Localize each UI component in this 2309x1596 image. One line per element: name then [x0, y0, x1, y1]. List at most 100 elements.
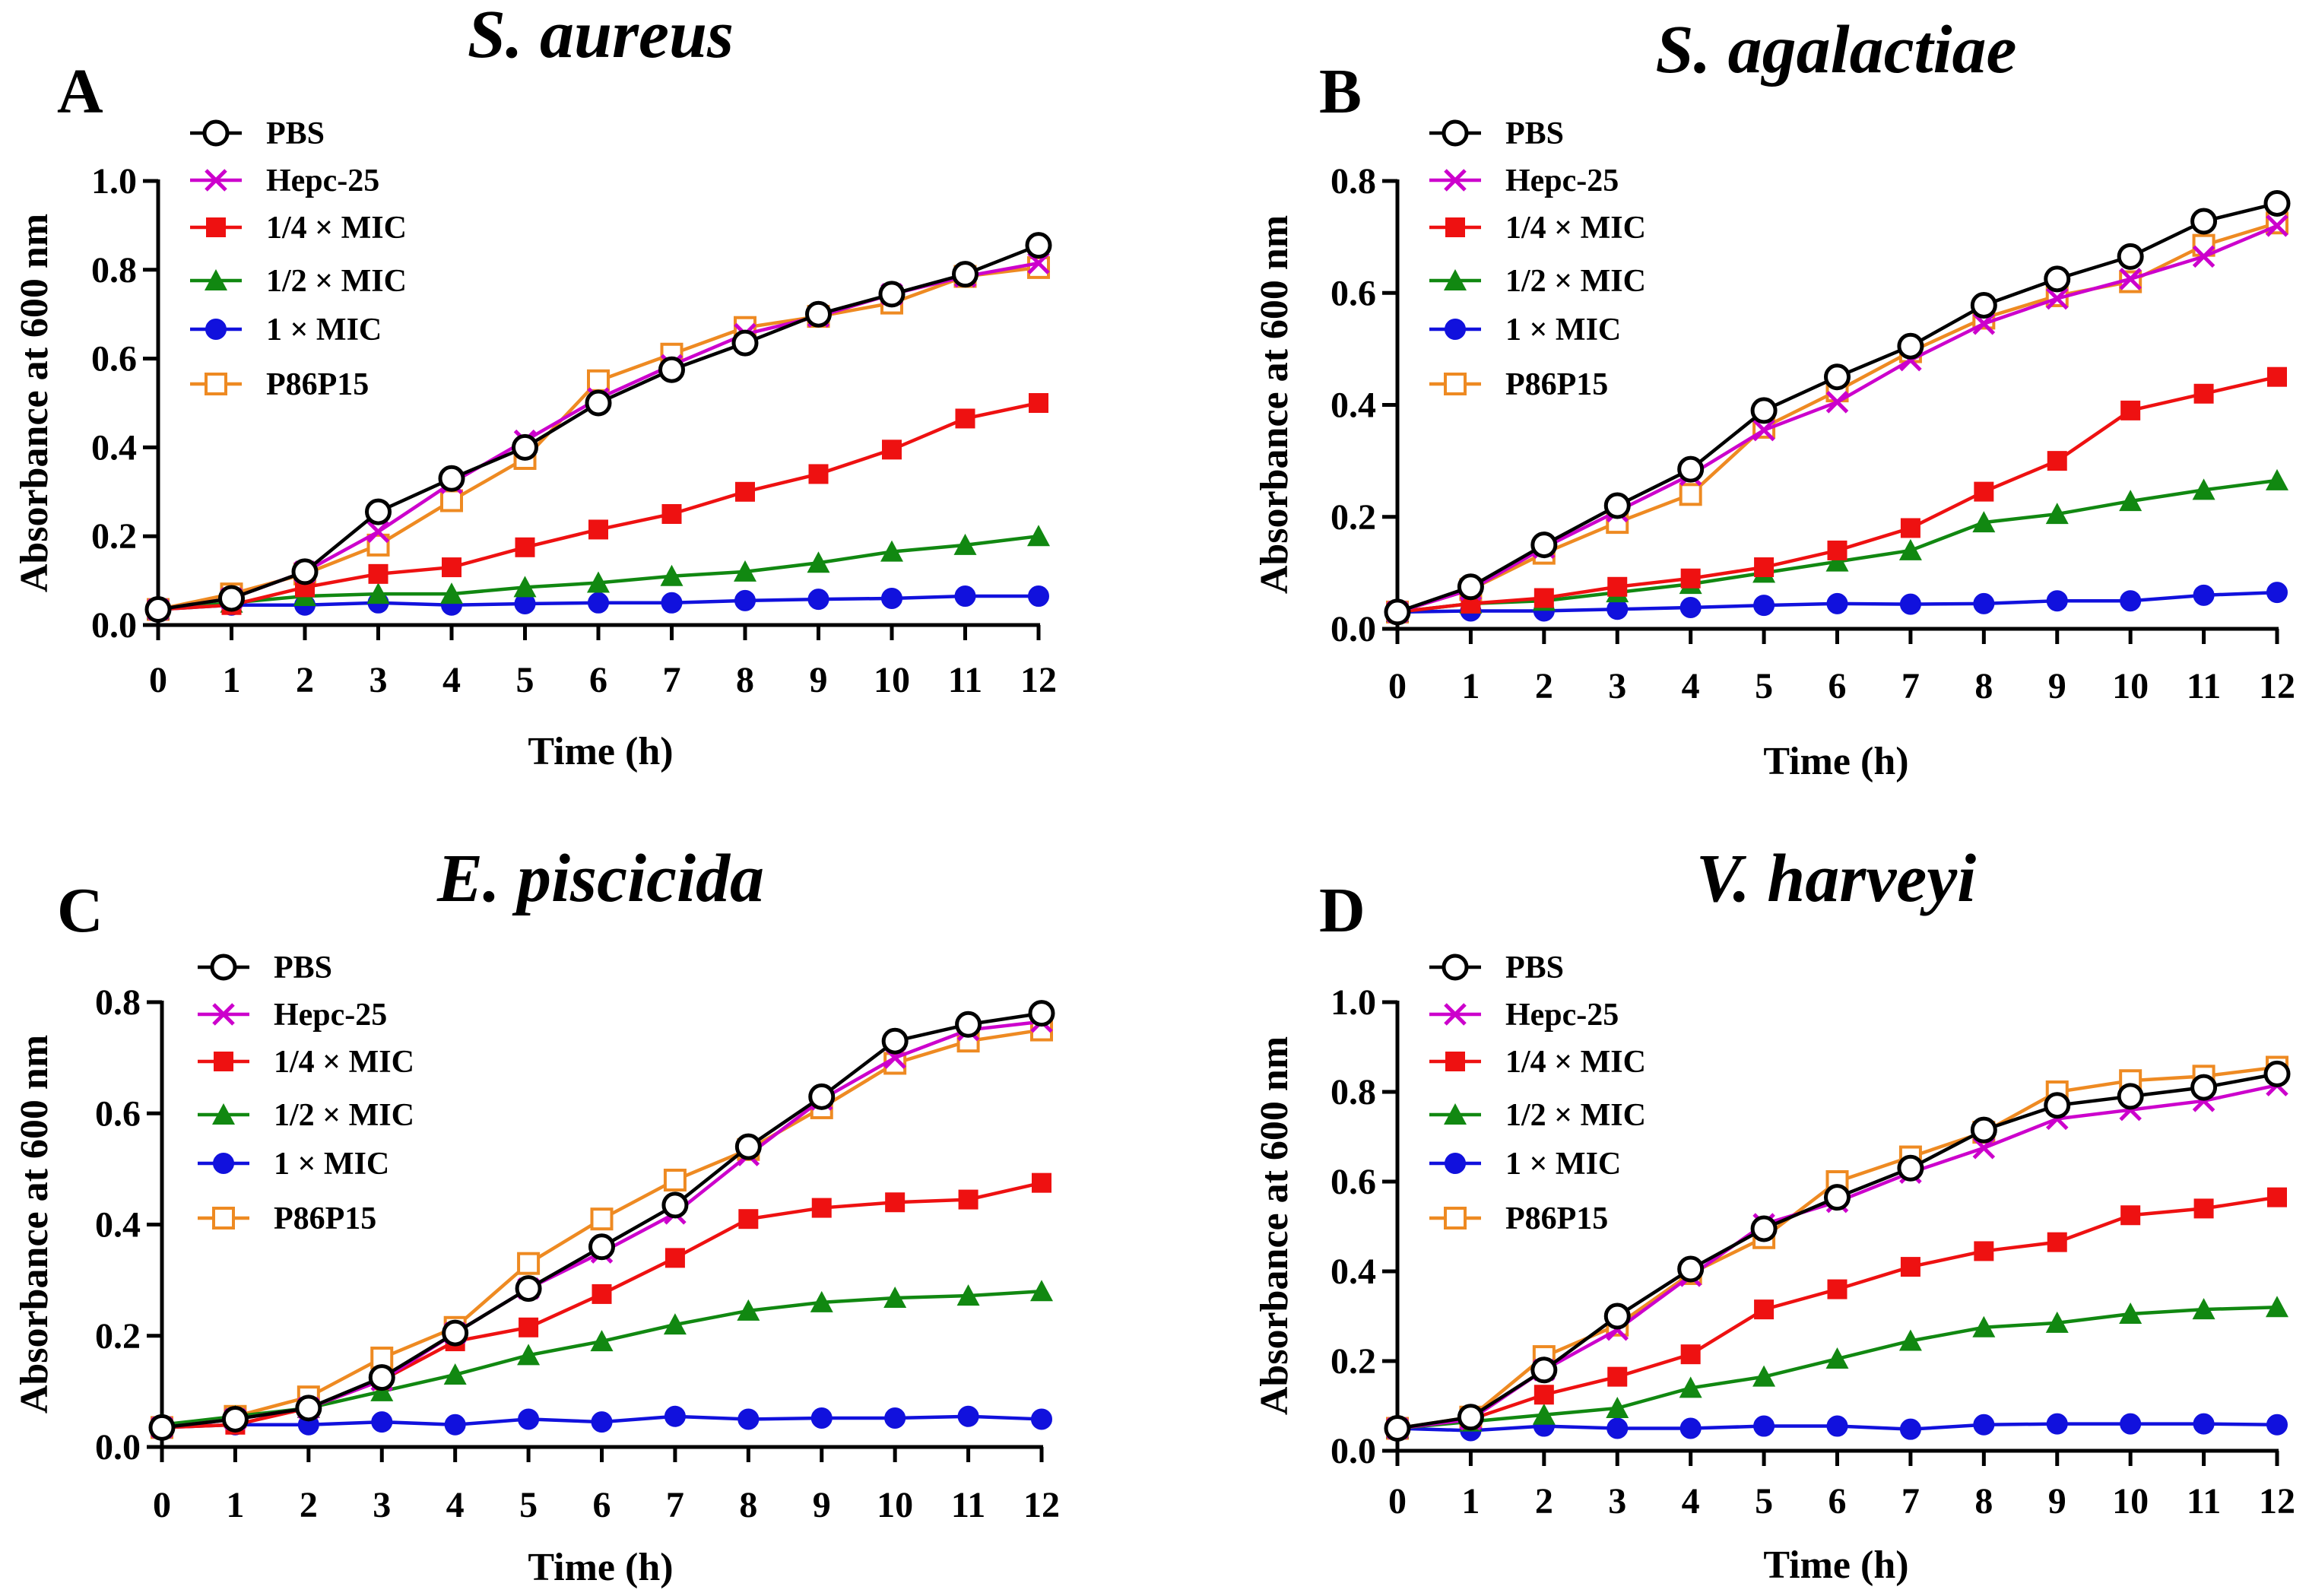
legend-marker [1445, 319, 1466, 340]
y-tick-label: 0.8 [1331, 1072, 1376, 1112]
data-point [734, 560, 756, 582]
data-point [2117, 1083, 2144, 1110]
data-point [2263, 189, 2291, 217]
data-point [2119, 490, 2142, 512]
data-point [1827, 1279, 1848, 1299]
data-point [1898, 1329, 1922, 1351]
legend: PBS Hepc-25 1/4 × MIC 1/2 × MIC 1 × MIC P86P1… [1429, 116, 1646, 402]
legend: PBS Hepc-25 1/4 × MIC 1/2 × MIC 1 × MIC P86P1… [190, 116, 407, 402]
panel-letter: D [1319, 875, 1365, 946]
legend-label: PBS [274, 950, 332, 985]
legend-label: 1 × MIC [274, 1147, 389, 1182]
data-point [295, 1395, 322, 1422]
data-point [2120, 1205, 2141, 1226]
data-point [2193, 1413, 2215, 1435]
data-point [144, 596, 172, 623]
data-point [2193, 1198, 2214, 1219]
data-point [952, 261, 978, 288]
data-point [2044, 265, 2071, 293]
x-tick-label: 11 [2187, 1481, 2221, 1521]
data-point [2193, 584, 2215, 606]
data-point [1680, 568, 1701, 589]
legend-marker [1445, 217, 1465, 237]
data-point [735, 481, 755, 502]
data-point [1607, 1366, 1628, 1387]
data-point [442, 557, 461, 578]
data-point [438, 465, 465, 492]
legend-marker [1444, 1103, 1467, 1125]
data-point [2267, 366, 2287, 387]
data-point [2190, 208, 2218, 235]
y-axis-label: Absorbance at 600 nm [13, 214, 56, 592]
legend-marker [206, 217, 226, 237]
data-point [1603, 492, 1631, 519]
legend-marker [213, 1153, 234, 1174]
legend-label: P86P15 [1505, 367, 1608, 402]
data-point [2045, 503, 2069, 525]
data-point [885, 1192, 906, 1213]
data-point [955, 1011, 982, 1038]
y-tick-label: 0.2 [91, 516, 137, 557]
data-point [737, 1299, 760, 1321]
y-tick-label: 0.8 [1331, 161, 1376, 201]
data-point [1754, 557, 1775, 578]
y-tick-label: 0.4 [1331, 386, 1376, 426]
data-point [2192, 245, 2215, 268]
data-point [1754, 1299, 1775, 1320]
legend-label: 1 × MIC [266, 313, 382, 347]
series-1-mic [1387, 1413, 2288, 1442]
x-tick-label: 3 [1608, 666, 1626, 706]
legend-marker [1445, 1153, 1466, 1174]
legend: PBS Hepc-25 1/4 × MIC 1/2 × MIC 1 × MIC P86P1… [1429, 950, 1646, 1236]
legend-marker [1444, 1003, 1467, 1026]
data-point [808, 464, 829, 484]
data-point [588, 1233, 615, 1261]
x-tick-label: 9 [2048, 666, 2066, 706]
data-point [1750, 1215, 1778, 1242]
data-point [366, 582, 390, 604]
legend-marker [214, 1052, 233, 1071]
data-point [1606, 1396, 1629, 1418]
legend-label: PBS [1505, 116, 1564, 151]
y-tick-label: 0.2 [1331, 497, 1376, 538]
legend-marker [210, 953, 237, 981]
x-tick-label: 0 [1388, 666, 1407, 706]
legend-label: 1/2 × MIC [1505, 264, 1646, 299]
data-point [1534, 1385, 1554, 1405]
panel-title: S. agalactiae [1656, 12, 2017, 87]
data-point [1827, 540, 1848, 560]
data-point [660, 564, 684, 586]
y-tick-label: 0.2 [1331, 1341, 1376, 1382]
x-tick-label: 5 [1755, 1481, 1773, 1521]
legend-marker [205, 373, 227, 395]
y-tick-label: 0.6 [91, 339, 137, 379]
data-point [1752, 1365, 1776, 1387]
x-tick-label: 5 [516, 660, 534, 700]
legend-marker [212, 1207, 235, 1230]
data-point [805, 300, 832, 328]
data-point [661, 1191, 689, 1219]
data-point [2045, 1311, 2069, 1333]
data-point [1825, 391, 1849, 414]
data-point [1606, 1417, 1629, 1439]
data-point [365, 498, 392, 525]
x-axis-label: Time (h) [528, 1546, 673, 1589]
data-point [519, 1317, 539, 1337]
x-tick-label: 10 [874, 660, 910, 700]
data-point [2045, 287, 2069, 310]
x-axis-label: Time (h) [528, 730, 673, 773]
x-tick-label: 8 [1974, 1481, 1993, 1521]
y-tick-label: 0.8 [95, 982, 141, 1023]
x-tick-label: 12 [2259, 1481, 2295, 1521]
data-point [1826, 592, 1848, 614]
x-tick-label: 0 [153, 1485, 171, 1525]
data-point [1899, 593, 1921, 615]
data-point [1530, 531, 1558, 559]
legend-label: 1/4 × MIC [1505, 211, 1646, 246]
x-tick-label: 12 [1020, 660, 1057, 700]
data-point [1897, 1154, 1924, 1182]
data-point [590, 1207, 614, 1231]
